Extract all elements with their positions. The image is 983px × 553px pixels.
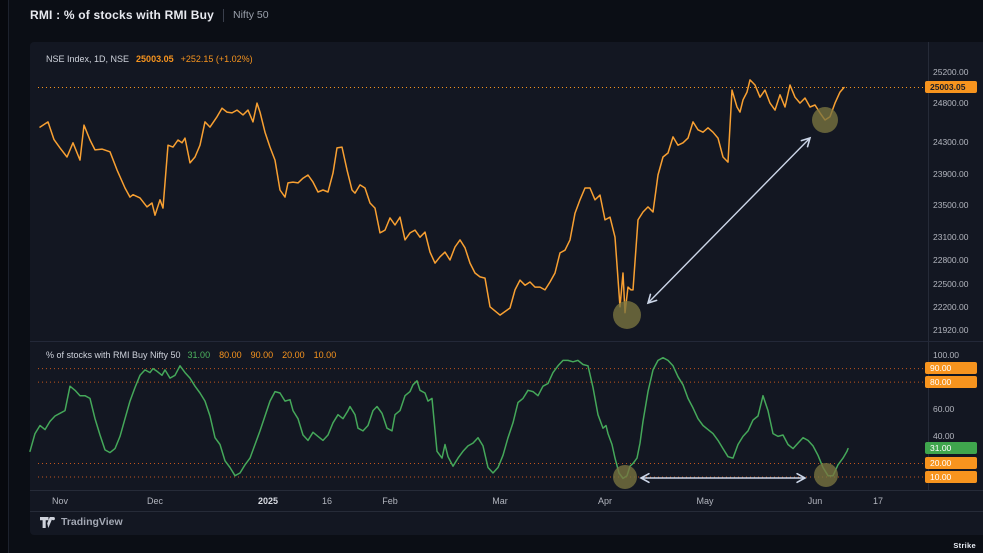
strike-watermark: Strike xyxy=(953,541,976,550)
header-divider xyxy=(223,8,225,22)
tradingview-attribution[interactable]: TradingView xyxy=(40,516,123,528)
time-tick: Jun xyxy=(807,496,823,506)
left-edge-strip xyxy=(0,0,9,553)
rmi-legend-value: 20.00 xyxy=(282,350,305,360)
price-scale-tick: 22500.00 xyxy=(933,279,969,289)
rmi-scale-tick: 40.00 xyxy=(933,431,955,441)
price-legend-last-price: 25003.05 xyxy=(136,54,174,64)
price-scale-tick: 22200.00 xyxy=(933,302,969,312)
rmi-legend-value: 80.00 xyxy=(219,350,242,360)
pane-divider[interactable] xyxy=(30,341,983,342)
price-scale-tick: 21920.00 xyxy=(933,325,969,335)
symbol-label: Nifty 50 xyxy=(233,9,269,21)
time-tick: Apr xyxy=(597,496,613,506)
price-legend[interactable]: NSE Index, 1D, NSE 25003.05 +252.15 (+1.… xyxy=(46,54,253,64)
rmi-scale-tick: 20.00 xyxy=(925,457,977,469)
time-tick: 17 xyxy=(872,496,884,506)
price-legend-label: NSE Index, 1D, NSE xyxy=(46,54,130,64)
time-tick: Feb xyxy=(382,496,398,506)
rmi-scale-tick: 10.00 xyxy=(925,471,977,483)
tradingview-label: TradingView xyxy=(61,516,123,528)
rmi-scale-tick: 31.00 xyxy=(925,442,977,454)
time-tick: 16 xyxy=(321,496,333,506)
rmi-scale-tick: 100.00 xyxy=(933,350,959,360)
price-legend-change: +252.15 (+1.02%) xyxy=(180,54,253,64)
price-scale-border xyxy=(928,42,929,490)
price-scale-tick: 23100.00 xyxy=(933,232,969,242)
rmi-legend-value: 10.00 xyxy=(313,350,337,360)
rmi-legend[interactable]: % of stocks with RMI Buy Nifty 50 31.00 8… xyxy=(46,350,336,360)
rmi-legend-values: 31.00 80.00 90.00 20.00 10.00 xyxy=(188,350,337,360)
time-tick: May xyxy=(696,496,714,506)
footer-border xyxy=(30,511,983,512)
page-title: RMI : % of stocks with RMI Buy xyxy=(30,8,215,22)
rmi-legend-value: 90.00 xyxy=(250,350,274,360)
time-axis-border xyxy=(30,490,983,491)
rmi-scale-tick: 60.00 xyxy=(933,404,955,414)
rmi-scale-tick: 80.00 xyxy=(925,376,977,388)
time-tick: Dec xyxy=(146,496,164,506)
price-scale-tick: 25003.05 xyxy=(925,81,977,93)
rmi-legend-label: % of stocks with RMI Buy Nifty 50 xyxy=(46,350,181,360)
tradingview-logo-icon xyxy=(40,516,55,528)
header: RMI : % of stocks with RMI Buy Nifty 50 xyxy=(30,0,269,30)
price-scale-tick: 22800.00 xyxy=(933,255,969,265)
price-scale-tick: 24300.00 xyxy=(933,137,969,147)
time-tick: Mar xyxy=(492,496,508,506)
price-scale-tick: 25200.00 xyxy=(933,67,969,77)
rmi-scale-tick: 90.00 xyxy=(925,362,977,374)
rmi-legend-value: 31.00 xyxy=(187,350,211,360)
price-scale-tick: 23500.00 xyxy=(933,200,969,210)
price-scale-tick: 24800.00 xyxy=(933,98,969,108)
time-tick: 2025 xyxy=(257,496,279,506)
price-scale-tick: 23900.00 xyxy=(933,169,969,179)
time-tick: Nov xyxy=(51,496,69,506)
